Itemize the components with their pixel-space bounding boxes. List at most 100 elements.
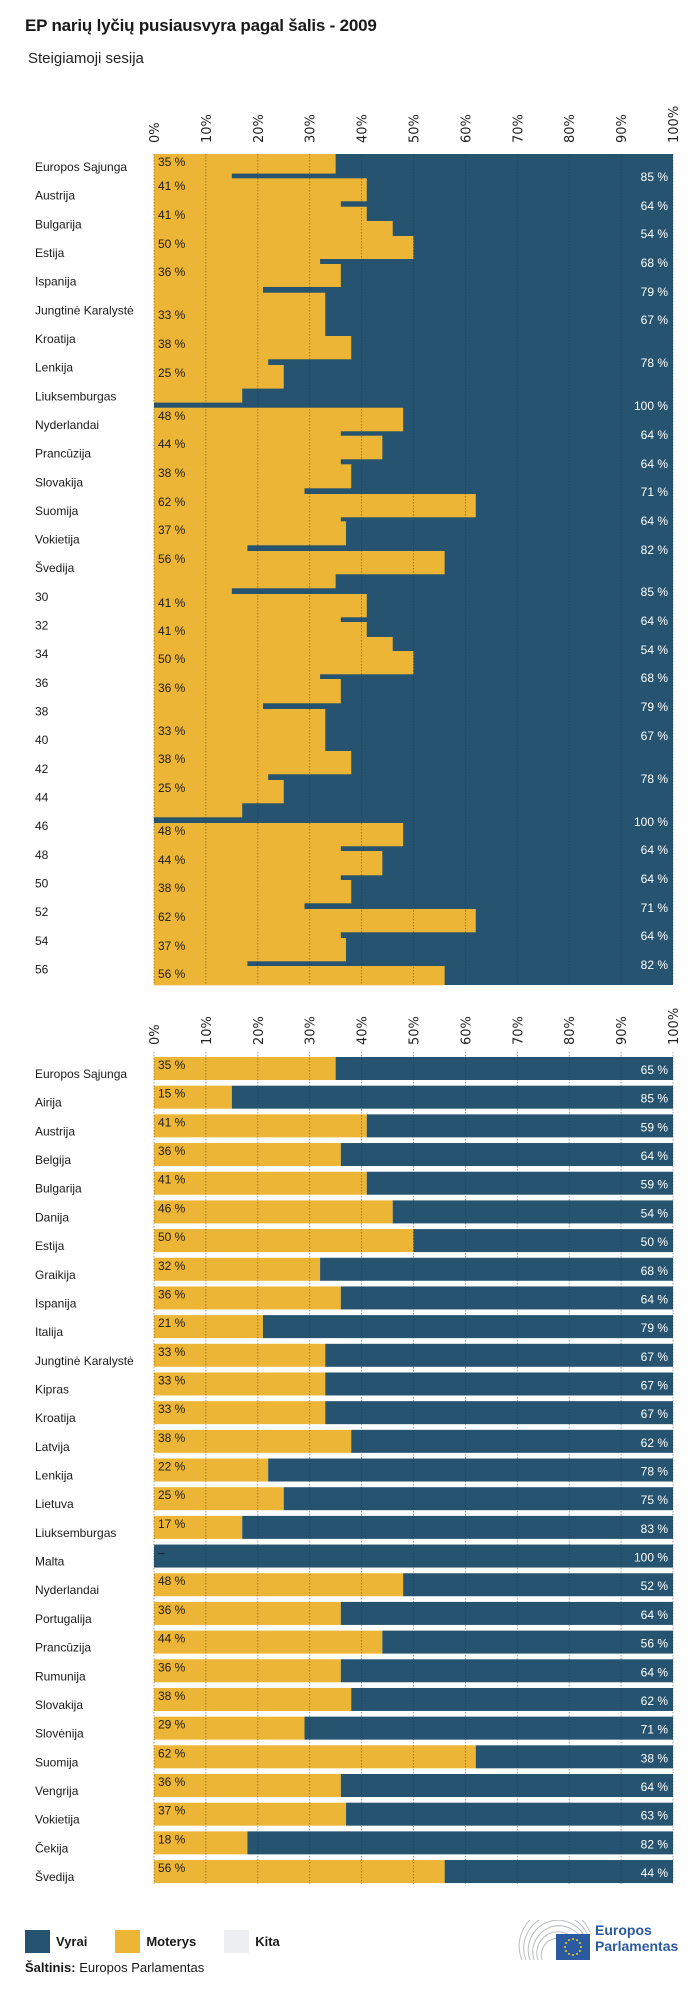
row-label: 36 [35, 676, 49, 690]
x-tick-label: 0% [148, 122, 163, 143]
women-value-label: 48 % [158, 824, 186, 838]
men-bar-notch [154, 517, 341, 522]
row-label: Nyderlandai [35, 418, 99, 432]
women-bar [154, 1057, 336, 1080]
women-value-label: 33 % [158, 724, 186, 738]
men-value-label: 64 % [641, 1608, 669, 1622]
men-value-label: 68 % [641, 256, 669, 270]
row-label: Lenkija [35, 361, 73, 375]
chart-title: EP narių lyčių pusiausvyra pagal šalis -… [25, 16, 377, 35]
flag-star [565, 1942, 568, 1944]
row-label: 54 [35, 934, 49, 948]
men-value-label: 54 % [641, 1206, 669, 1220]
women-bar [154, 494, 476, 518]
row-label: Belgija [35, 1153, 71, 1167]
row-label: Estija [35, 246, 65, 260]
row-label: Portugalija [35, 1612, 92, 1626]
men-bar [351, 1429, 673, 1453]
women-value-label: 41 % [158, 1173, 186, 1187]
women-bar [154, 780, 284, 804]
women-bar [154, 1860, 445, 1884]
men-value-label: 64 % [641, 1665, 669, 1679]
men-value-label: 44 % [641, 1866, 669, 1880]
men-value-label: 71 % [641, 485, 669, 499]
women-bar [154, 1085, 232, 1109]
source-label: Šaltinis: [25, 1960, 76, 1975]
women-value-label: 62 % [158, 1746, 186, 1760]
x-tick-label: 40% [356, 114, 371, 143]
women-bar [154, 651, 414, 675]
women-bar [154, 1343, 326, 1367]
men-value-label: 59 % [641, 1120, 669, 1134]
legend-swatch-women [115, 1930, 141, 1953]
men-bar [382, 1630, 673, 1654]
men-value-label: 78 % [641, 356, 669, 370]
women-bar [154, 1573, 404, 1597]
row-label: Bulgarija [35, 217, 82, 231]
women-value-label: 38 % [158, 1431, 186, 1445]
women-value-label: 44 % [158, 437, 186, 451]
men-value-label: 65 % [641, 1063, 669, 1077]
flag-star [580, 1946, 582, 1948]
men-bar-notch [154, 875, 341, 881]
men-value-label: 52 % [641, 1579, 669, 1593]
women-bar [154, 709, 326, 752]
chart-subtitle: Steigiamoji sesija [28, 50, 144, 67]
men-bar [340, 1143, 673, 1167]
row-label: Estija [35, 1239, 65, 1253]
women-value-label: 22 % [158, 1460, 186, 1474]
men-bar-notch [154, 588, 232, 595]
women-bar [154, 1687, 352, 1711]
men-bar [231, 1085, 673, 1109]
men-value-label: 38 % [641, 1751, 669, 1765]
women-bar [154, 1802, 347, 1826]
men-value-label: 64 % [641, 929, 669, 943]
women-bar [154, 1171, 367, 1195]
women-bar [154, 178, 367, 202]
men-value-label: 64 % [641, 1292, 669, 1306]
men-value-label: 64 % [641, 1780, 669, 1794]
x-tick-label: 20% [252, 1016, 267, 1045]
source-value: Europos Parlamentas [79, 1960, 205, 1975]
legend-item-women: Moterys [115, 1930, 196, 1953]
women-value-label: 29 % [158, 1718, 186, 1732]
women-bar [154, 622, 367, 638]
women-bar [154, 206, 367, 222]
women-bar [154, 1659, 341, 1683]
women-value-label: 41 % [158, 208, 186, 222]
men-bar [413, 1229, 673, 1253]
men-bar-notch [154, 488, 305, 495]
women-bar [154, 1114, 367, 1138]
women-value-label: 50 % [158, 652, 186, 666]
men-bar-notch [154, 617, 341, 623]
row-label: Vokietija [35, 1813, 80, 1827]
men-bar [304, 1716, 673, 1740]
row-label: Lietuva [35, 1497, 74, 1511]
row-label: 48 [35, 848, 49, 862]
men-value-label: 71 % [641, 901, 669, 915]
row-label: Suomija [35, 1755, 79, 1769]
men-value-label: 79 % [641, 285, 669, 299]
legend-label-women: Moterys [146, 1934, 197, 1949]
women-bar [154, 1774, 341, 1797]
men-bar-notch [154, 431, 341, 436]
row-label: Liuksemburgas [35, 1526, 116, 1540]
flag-star [576, 1952, 578, 1955]
x-tick-label: 50% [408, 114, 423, 143]
row-label: Suomija [35, 504, 79, 518]
row-label: 56 [35, 962, 49, 976]
row-label: Latvija [35, 1440, 70, 1454]
hemicycle-flag-icon [518, 1908, 591, 1961]
women-bar [154, 551, 445, 575]
x-tick-label: 20% [252, 114, 267, 143]
men-value-label: 82 % [641, 1837, 669, 1851]
men-bar [346, 1802, 673, 1826]
men-value-label: 100 % [634, 1551, 668, 1565]
men-bar-notch [154, 961, 248, 967]
women-bar [154, 851, 383, 876]
women-bar [154, 1601, 341, 1625]
men-value-label: 71 % [641, 1723, 669, 1737]
men-value-label: 54 % [641, 643, 669, 657]
women-bar [154, 1200, 393, 1224]
row-label: Švedija [35, 560, 75, 575]
